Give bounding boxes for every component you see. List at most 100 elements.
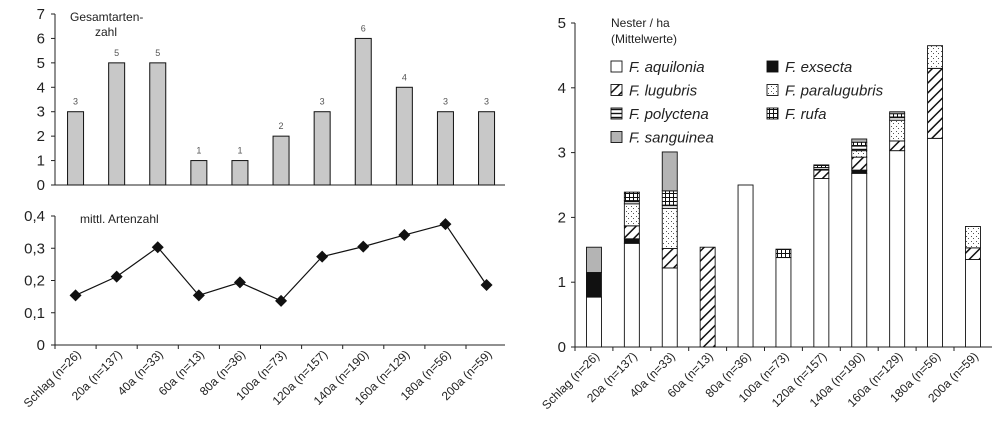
c3-legend-swatch — [766, 84, 779, 96]
c3-bar-segment — [623, 238, 640, 244]
c3-legend-label: F. sanguinea — [629, 130, 714, 147]
total-species-chart: Gesamtarten- zahl 0 1 2 3 4 5 6 7 3 5 5 1 1 2 3 6 4 3 3 — [37, 6, 505, 194]
c3-legend-swatch — [610, 107, 623, 120]
c3-y-tick-label: 2 — [558, 209, 566, 226]
c2-y-tick-label: 0,4 — [24, 208, 45, 225]
c2-point-marker — [233, 276, 246, 289]
c3-y-tick-label: 5 — [558, 15, 566, 32]
c3-bar-segment — [661, 151, 678, 192]
c1-bar — [313, 111, 331, 186]
c2-point-marker — [439, 218, 452, 231]
c3-bar-segment — [965, 226, 981, 249]
c2-y-tick-label: 0 — [37, 337, 45, 354]
c1-bar — [354, 37, 372, 186]
c1-title-line1: Gesamtarten- — [70, 10, 143, 24]
c3-bar-segment — [661, 207, 678, 249]
c2-point-marker — [398, 229, 411, 242]
c3-legend-label: F. polyctena — [629, 106, 709, 123]
c3-bar-segment — [623, 242, 640, 348]
c3-legend-label: F. lugubris — [629, 83, 698, 100]
c2-y-tick-label: 0,2 — [24, 273, 45, 290]
c3-bar-segment — [813, 178, 830, 348]
c1-bar — [272, 135, 290, 186]
c3-bar-segment — [661, 204, 678, 209]
c3-bar-segment — [889, 119, 906, 142]
c2-y-tick-label: 0,1 — [24, 305, 45, 322]
c3-legend-swatch — [766, 107, 779, 120]
c3-bar-segment — [851, 150, 868, 158]
c1-bar — [231, 160, 249, 186]
c2-series-line — [75, 223, 488, 302]
c3-bar-segment — [889, 113, 906, 118]
c3-bar-segment — [775, 257, 792, 348]
c1-bar — [149, 62, 167, 186]
c1-bar — [67, 111, 85, 186]
c3-bar-segment — [623, 191, 640, 202]
c2-point-marker — [357, 240, 370, 253]
c3-bar-segment — [737, 184, 754, 348]
c3-bar-segment — [851, 145, 868, 152]
c1-y-tick-label: 6 — [37, 30, 45, 47]
c3-bar-segment — [851, 141, 868, 147]
c3-title-line2: (Mittelwerte) — [611, 32, 677, 46]
c3-bar-segment — [661, 190, 678, 206]
c3-bar-segment — [775, 248, 792, 259]
c1-data-label: 3 — [443, 97, 448, 107]
c3-bar-segment — [889, 140, 906, 152]
c3-bar-segment — [661, 248, 678, 269]
c3-bar-segment — [927, 67, 943, 139]
c3-bar-segment — [927, 137, 943, 348]
mean-species-chart: mittl. Artenzahl 0 0,1 0,2 0,3 0,4 Schlag (n… — [21, 208, 505, 410]
c3-legend-swatch — [766, 60, 779, 73]
c1-bar — [478, 111, 496, 186]
c3-bar-segment — [661, 267, 678, 348]
c3-legend-label: F. paralugubris — [785, 83, 884, 100]
c3-bar-segment — [965, 247, 981, 260]
c3-y-tick-label: 3 — [558, 145, 566, 162]
c1-bar — [190, 160, 208, 186]
c2-point-marker — [316, 250, 329, 263]
c1-title-line2: zahl — [95, 25, 117, 39]
c3-legend: F. aquilonia F. exsecta F. lugubris F. para… — [610, 59, 884, 147]
c1-bar — [108, 62, 126, 186]
c1-y-tick-label: 5 — [37, 55, 45, 72]
c3-legend-swatch — [610, 84, 623, 96]
c3-bar-segment — [813, 164, 830, 168]
c3-bar-segment — [851, 172, 868, 348]
c1-data-label: 3 — [73, 97, 78, 107]
c3-bar-segment — [851, 169, 868, 174]
c2-point-marker — [69, 289, 82, 302]
c1-data-label: 1 — [196, 146, 201, 156]
c3-y-tick-label: 0 — [558, 339, 566, 356]
c3-bar-segment — [813, 169, 830, 179]
c3-legend-label: F. exsecta — [785, 59, 852, 76]
c1-data-label: 3 — [320, 97, 325, 107]
c1-y-tick-label: 0 — [37, 177, 45, 194]
c3-legend-label: F. aquilonia — [629, 59, 705, 76]
c3-bar-segment — [623, 200, 640, 205]
c1-y-tick-label: 7 — [37, 6, 45, 23]
c3-bar-segment — [586, 246, 602, 273]
c3-bar-segment — [965, 259, 981, 348]
c3-bar-segment — [851, 138, 868, 143]
c1-y-tick-label: 3 — [37, 104, 45, 121]
c3-bar-segment — [586, 296, 602, 348]
c1-data-label: 1 — [237, 146, 242, 156]
c3-bar-segment — [699, 246, 716, 348]
c1-data-label: 4 — [402, 72, 407, 82]
c3-bar-segment — [889, 116, 906, 121]
c3-bar-segment — [623, 203, 640, 227]
c3-bar-segment — [586, 272, 602, 298]
c1-data-label: 5 — [155, 48, 160, 58]
c1-y-tick-label: 1 — [37, 153, 45, 170]
c2-point-marker — [151, 241, 164, 254]
c3-y-tick-label: 4 — [558, 80, 566, 97]
c2-x-tick-label: Schlag (n=26) — [21, 347, 84, 410]
c2-point-marker — [480, 279, 493, 292]
c1-data-label: 2 — [279, 121, 284, 131]
c3-bar-segment — [623, 225, 640, 240]
c1-data-label: 3 — [484, 97, 489, 107]
c2-title: mittl. Artenzahl — [80, 212, 159, 226]
c3-bar-segment — [927, 45, 943, 69]
